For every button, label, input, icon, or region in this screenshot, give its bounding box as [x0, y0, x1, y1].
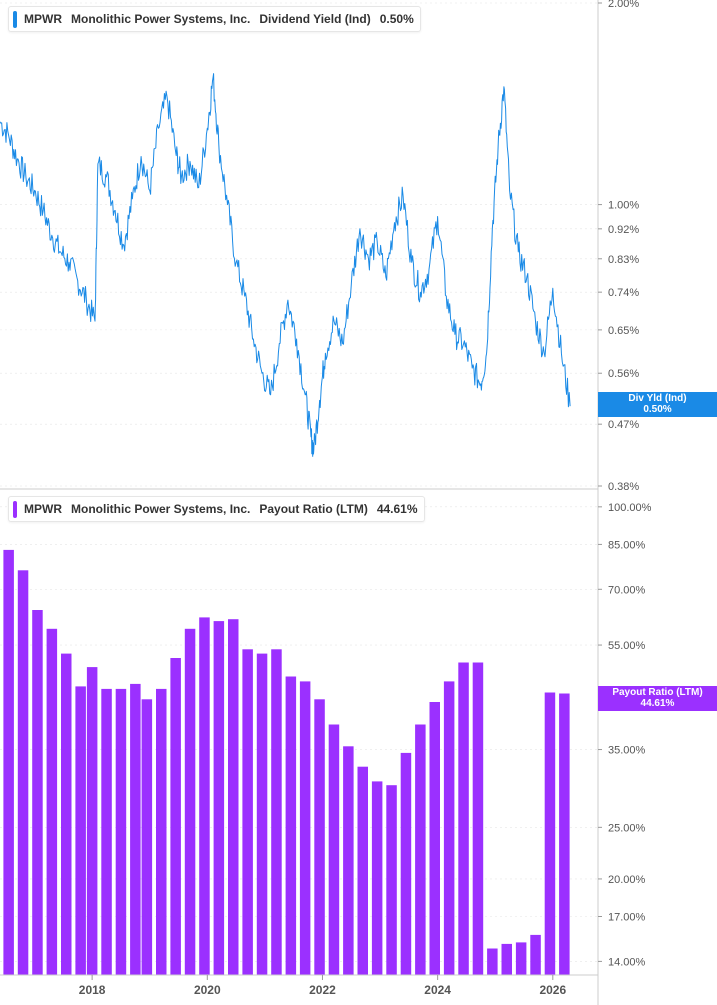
yield-tick-label: 0.92%: [608, 224, 639, 236]
yield-gridlines: [0, 2, 598, 487]
x-axis-ticks: 2018 2020 2022 2024 2026: [79, 975, 566, 997]
payout-bar: [487, 948, 498, 975]
yield-axis-ticks: 0.38% 0.47% 0.56% 0.65% 0.74% 0.83% 0.92% 1.00%…: [598, 0, 639, 493]
yield-tick-label: 0.83%: [608, 254, 639, 266]
payout-plot: [3, 549, 570, 975]
payout-bar: [156, 688, 167, 975]
payout-tick-label: 70.00%: [608, 584, 646, 596]
payout-bar: [199, 617, 210, 975]
payout-legend-value: 44.61%: [376, 502, 418, 516]
payout-bar: [256, 653, 268, 975]
payout-bar: [3, 549, 14, 975]
x-tick-label: 2020: [194, 983, 221, 997]
payout-bar: [101, 688, 112, 975]
payout-bar: [501, 943, 512, 975]
x-tick-label: 2026: [539, 983, 566, 997]
payout-bar: [314, 699, 325, 975]
payout-bar: [75, 686, 86, 975]
yield-swatch: [13, 10, 17, 28]
payout-bar: [458, 662, 469, 975]
payout-bar: [328, 724, 340, 975]
payout-bar: [515, 942, 527, 975]
payout-bar: [544, 692, 556, 975]
payout-bar: [386, 785, 397, 975]
payout-bar: [357, 766, 368, 975]
yield-tick-label: 0.38%: [608, 481, 639, 493]
payout-bar: [170, 658, 181, 975]
yield-legend-ticker: MPWR: [24, 12, 62, 26]
payout-tick-label: 100.00%: [608, 502, 652, 514]
yield-plot: [0, 73, 571, 457]
payout-bar: [115, 688, 127, 975]
payout-tick-label: 14.00%: [608, 956, 646, 968]
payout-bar: [184, 628, 196, 975]
payout-bar: [130, 683, 141, 975]
payout-tick-label: 55.00%: [608, 640, 646, 652]
payout-bar: [61, 653, 72, 975]
payout-legend[interactable]: MPWR Monolithic Power Systems, Inc. Payo…: [8, 496, 425, 522]
yield-tick-label: 0.74%: [608, 287, 639, 299]
payout-bar: [32, 610, 43, 975]
payout-bar: [559, 693, 570, 975]
payout-tick-label: 17.00%: [608, 912, 646, 924]
payout-bar: [443, 681, 455, 975]
payout-legend-metric: Payout Ratio (LTM): [259, 502, 368, 516]
axes: [0, 0, 599, 1005]
payout-swatch: [13, 500, 17, 518]
payout-legend-company: Monolithic Power Systems, Inc.: [71, 502, 251, 516]
payout-axis-ticks: 14.00% 17.00% 20.00% 25.00% 35.00% 55.00% 70.0…: [598, 502, 652, 968]
payout-bar: [17, 570, 29, 975]
x-tick-label: 2018: [79, 983, 106, 997]
yield-tick-label: 0.56%: [608, 368, 639, 380]
payout-bar: [228, 619, 239, 975]
payout-bar: [271, 649, 282, 975]
payout-bar: [242, 649, 253, 975]
yield-legend-value: 0.50%: [379, 12, 414, 26]
payout-bar: [86, 667, 98, 975]
payout-legend-ticker: MPWR: [24, 502, 62, 516]
yield-current-badge: Div Yld (Ind) 0.50%: [598, 392, 717, 417]
yield-legend-metric: Dividend Yield (Ind): [259, 12, 371, 26]
payout-bar: [400, 752, 412, 975]
payout-badge-label: Payout Ratio (LTM): [612, 687, 703, 698]
payout-tick-label: 20.00%: [608, 874, 646, 886]
payout-bar: [213, 621, 225, 975]
payout-bar: [371, 781, 383, 975]
yield-badge-label: Div Yld (Ind): [628, 393, 687, 404]
yield-badge-value: 0.50%: [643, 404, 672, 415]
dividend-yield-line: [0, 73, 571, 457]
payout-tick-label: 85.00%: [608, 539, 646, 551]
payout-bar: [530, 934, 541, 975]
payout-bar: [343, 746, 354, 975]
yield-tick-label: 2.00%: [608, 0, 639, 10]
x-tick-label: 2022: [309, 983, 336, 997]
yield-tick-label: 0.47%: [608, 419, 639, 431]
yield-tick-label: 1.00%: [608, 200, 639, 212]
payout-current-badge: Payout Ratio (LTM) 44.61%: [598, 686, 717, 711]
yield-legend-company: Monolithic Power Systems, Inc.: [71, 12, 251, 26]
payout-tick-label: 25.00%: [608, 822, 646, 834]
payout-tick-label: 35.00%: [608, 745, 646, 757]
payout-bar: [415, 724, 426, 975]
yield-tick-label: 0.65%: [608, 325, 639, 337]
payout-bar: [46, 628, 58, 975]
payout-bar: [429, 702, 440, 975]
payout-bar: [141, 699, 153, 975]
payout-bar: [299, 681, 311, 975]
yield-legend[interactable]: MPWR Monolithic Power Systems, Inc. Divi…: [8, 6, 421, 32]
payout-bar: [472, 662, 484, 975]
payout-bar: [285, 676, 297, 975]
payout-badge-value: 44.61%: [640, 698, 675, 709]
x-tick-label: 2024: [424, 983, 451, 997]
